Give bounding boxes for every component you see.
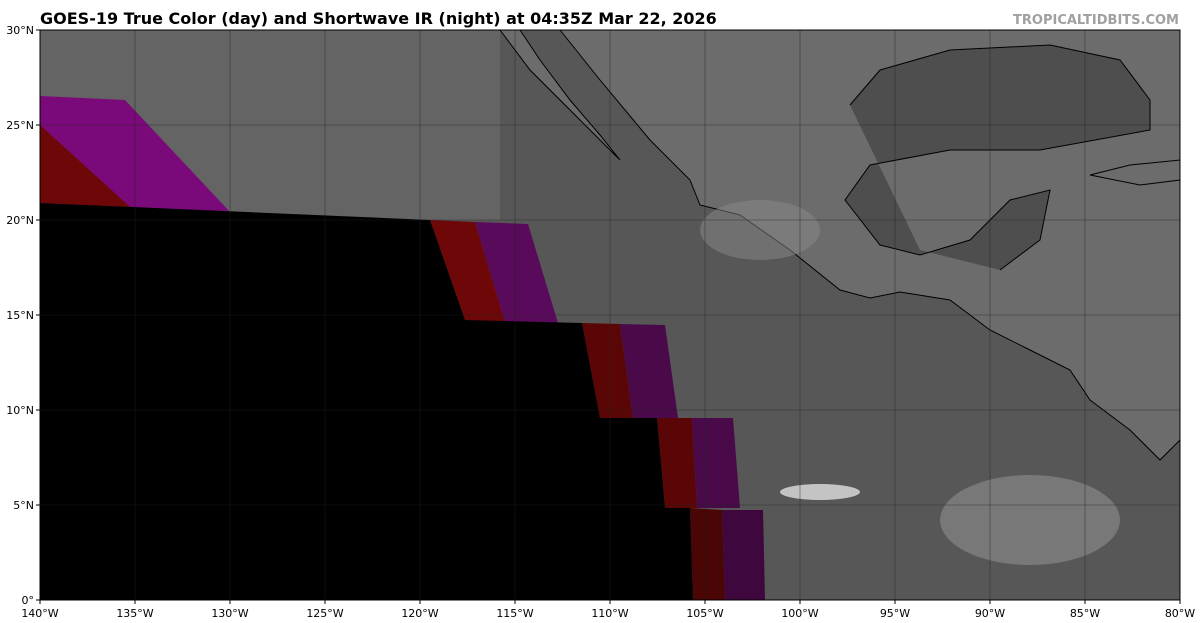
y-tick-label: 20°N <box>6 214 34 227</box>
x-tick-label: 105°W <box>686 607 723 620</box>
x-tick-label: 85°W <box>1070 607 1100 620</box>
x-tick-label: 115°W <box>496 607 533 620</box>
x-tick-label: 110°W <box>591 607 628 620</box>
y-tick-label: 25°N <box>6 119 34 132</box>
y-tick-label: 30°N <box>6 24 34 37</box>
x-tick-label: 95°W <box>880 607 910 620</box>
x-tick-label: 80°W <box>1165 607 1195 620</box>
x-tick-label: 100°W <box>781 607 818 620</box>
map-title: GOES-19 True Color (day) and Shortwave I… <box>40 9 717 28</box>
y-tick-label: 15°N <box>6 309 34 322</box>
y-tick-label: 10°N <box>6 404 34 417</box>
x-tick-label: 125°W <box>306 607 343 620</box>
x-tick-label: 120°W <box>401 607 438 620</box>
x-tick-label: 135°W <box>116 607 153 620</box>
y-tick-label: 0° <box>22 594 35 607</box>
x-tick-label: 140°W <box>21 607 58 620</box>
x-tick-label: 130°W <box>211 607 248 620</box>
credit: TROPICALTIDBITS.COM <box>1013 13 1179 28</box>
x-tick-label: 90°W <box>975 607 1005 620</box>
y-tick-label: 5°N <box>13 499 34 512</box>
